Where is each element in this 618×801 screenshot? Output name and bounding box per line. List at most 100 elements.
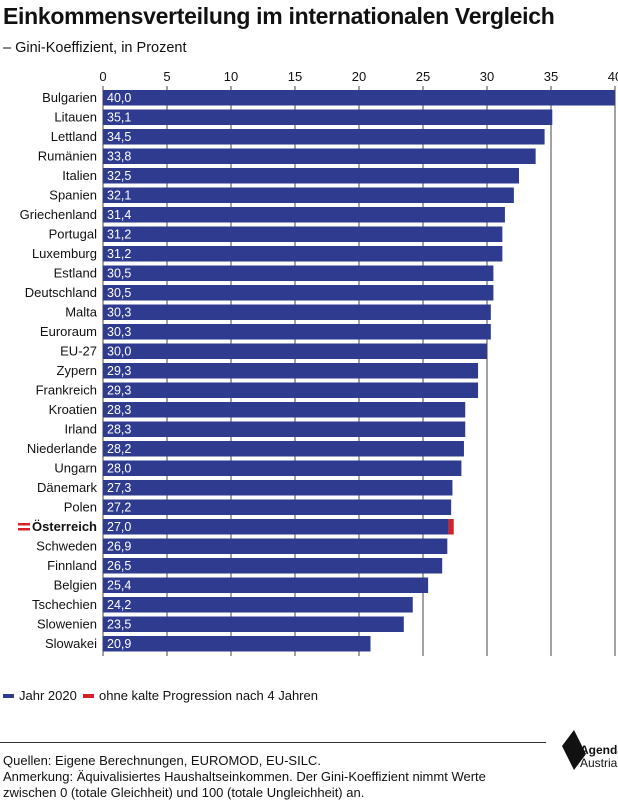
note-text: Anmerkung: Äquivalisiertes Haushaltseink…	[3, 769, 486, 801]
bar-belgien	[103, 577, 429, 593]
bar-euroraum	[103, 324, 491, 340]
bar-eu-27	[103, 343, 487, 359]
value-label-zypern: 29,3	[107, 364, 131, 378]
x-tick-label-20: 20	[352, 69, 366, 84]
category-label-griechenland: Griechenland	[20, 207, 97, 222]
bar-deutschland	[103, 285, 494, 301]
logo-wordmark: Agenda Austria	[580, 744, 618, 770]
value-label-eu-27: 30,0	[107, 345, 131, 359]
category-label-frankreich: Frankreich	[36, 383, 97, 398]
note-line-2: zwischen 0 (totale Gleichheit) und 100 (…	[3, 785, 365, 800]
category-label-slowakei: Slowakei	[45, 636, 97, 651]
category-label-slowenien: Slowenien	[37, 617, 97, 632]
category-label-portugal: Portugal	[49, 227, 98, 242]
bar-tschechien	[103, 597, 413, 613]
value-label-deutschland: 30,5	[107, 286, 131, 300]
category-label-estland: Estland	[54, 266, 97, 281]
bar-extra-österreich	[448, 519, 454, 535]
footer-divider	[0, 742, 546, 743]
category-label-malta: Malta	[65, 305, 98, 320]
value-label-ungarn: 28,0	[107, 462, 131, 476]
value-label-irland: 28,3	[107, 423, 131, 437]
category-label-litauen: Litauen	[54, 110, 97, 125]
x-tick-label-10: 10	[224, 69, 238, 84]
bar-irland	[103, 421, 466, 437]
value-label-griechenland: 31,4	[107, 208, 131, 222]
bar-bulgarien	[103, 90, 615, 106]
category-label-eu-27: EU-27	[60, 344, 97, 359]
bar-polen	[103, 499, 452, 515]
value-label-polen: 27,2	[107, 501, 131, 515]
legend-item-progression: ohne kalte Progression nach 4 Jahren	[83, 688, 318, 703]
value-label-dänemark: 27,3	[107, 481, 131, 495]
category-label-deutschland: Deutschland	[25, 285, 97, 300]
value-label-italien: 32,5	[107, 169, 131, 183]
value-label-kroatien: 28,3	[107, 403, 131, 417]
bar-malta	[103, 304, 491, 320]
x-tick-label-25: 25	[416, 69, 430, 84]
value-label-portugal: 31,2	[107, 228, 131, 242]
category-label-polen: Polen	[64, 500, 97, 515]
note-line-1: Anmerkung: Äquivalisiertes Haushaltseink…	[3, 769, 486, 784]
category-label-finnland: Finnland	[47, 558, 97, 573]
chart-title: Einkommensverteilung im internationalen …	[3, 3, 555, 29]
category-label-niederlande: Niederlande	[27, 441, 97, 456]
x-tick-label-15: 15	[288, 69, 302, 84]
legend-label-2020: Jahr 2020	[19, 688, 77, 703]
bar-griechenland	[103, 207, 505, 223]
value-label-finnland: 26,5	[107, 559, 131, 573]
legend-swatch-red	[83, 693, 94, 698]
value-label-euroraum: 30,3	[107, 325, 131, 339]
category-label-euroraum: Euroraum	[40, 324, 97, 339]
value-label-lettland: 34,5	[107, 130, 131, 144]
category-label-ungarn: Ungarn	[54, 461, 97, 476]
category-label-zypern: Zypern	[57, 363, 97, 378]
bar-italien	[103, 168, 519, 184]
category-label-lettland: Lettland	[51, 129, 97, 144]
x-tick-label-30: 30	[480, 69, 494, 84]
x-tick-label-35: 35	[544, 69, 558, 84]
bar-österreich	[103, 519, 449, 535]
value-label-litauen: 35,1	[107, 111, 131, 125]
category-label-schweden: Schweden	[36, 539, 97, 554]
value-label-estland: 30,5	[107, 267, 131, 281]
bar-lettland	[103, 129, 545, 145]
bar-zypern	[103, 363, 479, 379]
x-tick-label-40: 40	[608, 69, 618, 84]
value-label-rumänien: 33,8	[107, 150, 131, 164]
x-tick-label-5: 5	[163, 69, 170, 84]
bar-litauen	[103, 109, 553, 125]
bars	[103, 90, 615, 652]
value-label-slowakei: 20,9	[107, 637, 131, 651]
value-label-niederlande: 28,2	[107, 442, 131, 456]
category-label-italien: Italien	[62, 168, 97, 183]
bar-slowakei	[103, 636, 371, 652]
value-label-österreich: 27,0	[107, 520, 131, 534]
category-label-dänemark: Dänemark	[37, 480, 97, 495]
logo-line-2: Austria	[580, 756, 618, 770]
x-tick-label-0: 0	[99, 69, 106, 84]
bar-estland	[103, 265, 494, 281]
bar-spanien	[103, 187, 514, 203]
agenda-austria-logo-icon	[562, 730, 586, 770]
bar-slowenien	[103, 616, 404, 632]
value-label-malta: 30,3	[107, 306, 131, 320]
bar-chart: 0 5 10 15 20 25 30 35 40 40,0 Bulgarien 35,1 Litaue…	[18, 69, 618, 656]
value-label-schweden: 26,9	[107, 540, 131, 554]
bar-finnland	[103, 558, 443, 574]
value-label-luxemburg: 31,2	[107, 247, 131, 261]
value-label-frankreich: 29,3	[107, 384, 131, 398]
bar-kroatien	[103, 402, 466, 418]
category-label-tschechien: Tschechien	[32, 597, 97, 612]
legend-label-progression: ohne kalte Progression nach 4 Jahren	[99, 688, 318, 703]
value-label-bulgarien: 40,0	[107, 91, 131, 105]
austria-flag-icon-bottom	[18, 528, 30, 531]
category-labels: 40,0 Bulgarien 35,1 Litauen 34,5 Lettland 33,8…	[18, 90, 131, 651]
value-label-tschechien: 24,2	[107, 598, 131, 612]
bar-schweden	[103, 538, 448, 554]
category-label-irland: Irland	[64, 422, 97, 437]
category-label-spanien: Spanien	[49, 188, 97, 203]
bar-niederlande	[103, 441, 464, 457]
value-label-spanien: 32,1	[107, 189, 131, 203]
category-label-bulgarien: Bulgarien	[42, 90, 97, 105]
